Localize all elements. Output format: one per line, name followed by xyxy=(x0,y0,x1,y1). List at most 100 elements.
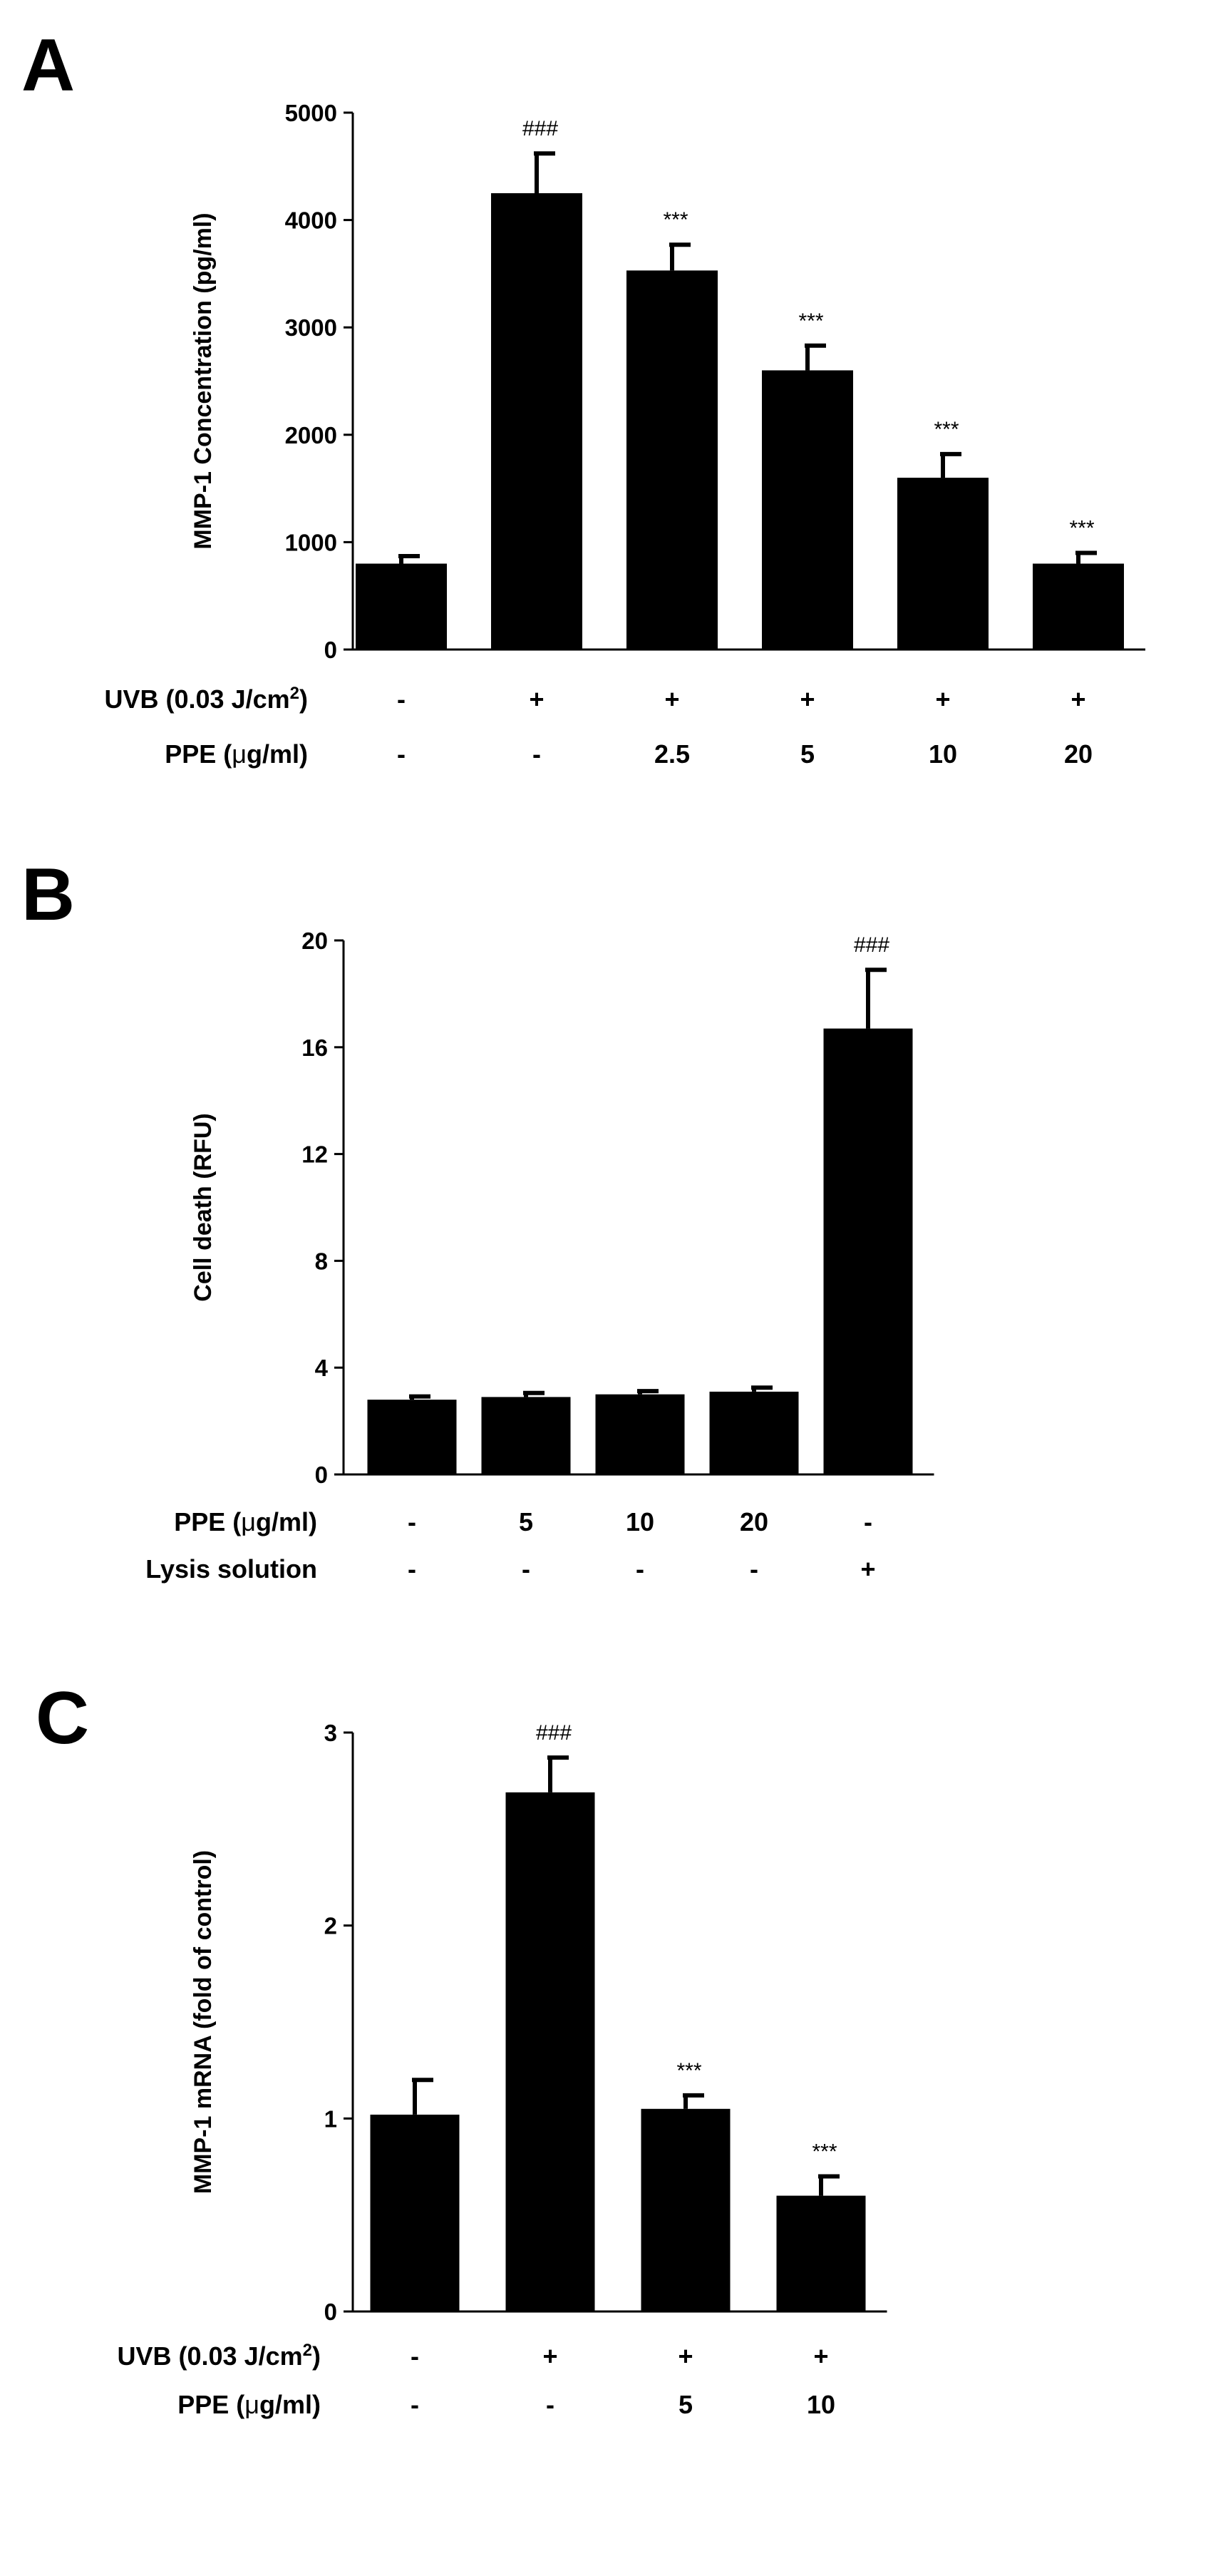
panel-letter: B xyxy=(21,853,75,936)
bar xyxy=(641,2108,731,2311)
condition-value: - xyxy=(411,2390,419,2419)
row-label-text: UVB (0.03 J/cm xyxy=(105,684,290,714)
y-tick-label: 16 xyxy=(301,1035,328,1061)
row-label-end: ) xyxy=(299,684,308,714)
significance-label: ### xyxy=(522,117,558,140)
y-axis-label: MMP-1 Concentration (pg/ml) xyxy=(190,212,217,549)
significance-label: *** xyxy=(663,208,688,232)
y-tick-label: 0 xyxy=(324,637,337,663)
row-label-text: UVB (0.03 J/cm xyxy=(118,2341,303,2371)
row-label-end: g/ml) xyxy=(247,739,308,769)
condition-value: 20 xyxy=(1064,739,1093,769)
condition-value: 10 xyxy=(626,1507,654,1536)
y-tick-label: 3000 xyxy=(285,314,337,341)
condition-value: 5 xyxy=(800,739,815,769)
condition-value: 20 xyxy=(740,1507,768,1536)
condition-value: - xyxy=(408,1554,416,1584)
bar xyxy=(709,1391,799,1474)
condition-value: 10 xyxy=(929,739,957,769)
mu-symbol: μ xyxy=(232,739,247,769)
condition-value: + xyxy=(529,684,544,714)
chart-panel-c: C MMP-1 mRNA (fold of control) 0 1 2 3 ### *** *… xyxy=(36,1677,887,2419)
condition-value: - xyxy=(408,1507,416,1536)
condition-value: - xyxy=(546,2390,554,2419)
y-tick-label: 0 xyxy=(324,2299,337,2325)
y-tick-label: 2000 xyxy=(285,422,337,448)
significance-label: *** xyxy=(934,418,959,441)
condition-value: 5 xyxy=(519,1507,533,1536)
condition-row-label: UVB (0.03 J/cm2) xyxy=(105,684,308,714)
condition-value: + xyxy=(542,2341,557,2371)
row-label-text: PPE ( xyxy=(165,739,232,769)
condition-value: + xyxy=(678,2341,693,2371)
mu-symbol: μ xyxy=(244,2390,259,2419)
condition-value: - xyxy=(750,1554,758,1584)
bar xyxy=(370,2114,460,2311)
condition-value: 2.5 xyxy=(654,739,690,769)
panel-letter: C xyxy=(36,1677,89,1760)
condition-row-label: PPE (μg/ml) xyxy=(165,739,308,769)
condition-value: - xyxy=(411,2341,419,2371)
chart-panel-b: B Cell death (RFU) 0 4 8 12 16 20 ### PPE (μg/ml)… xyxy=(21,853,934,1584)
bar xyxy=(897,478,989,650)
bar xyxy=(1033,563,1124,650)
condition-value: + xyxy=(935,684,950,714)
condition-value: - xyxy=(397,739,406,769)
row-label-text: PPE ( xyxy=(177,2390,244,2419)
condition-row-label: UVB (0.03 J/cm2) xyxy=(118,2341,321,2371)
condition-value: - xyxy=(522,1554,530,1584)
significance-label: *** xyxy=(676,2059,701,2083)
y-tick-label: 3 xyxy=(324,1720,337,1746)
bar xyxy=(505,1792,595,2311)
condition-value: - xyxy=(864,1507,872,1536)
condition-value: + xyxy=(813,2341,828,2371)
bar xyxy=(823,1028,913,1474)
y-tick-label: 4 xyxy=(315,1355,329,1381)
bar xyxy=(776,2195,866,2311)
significance-label: ### xyxy=(536,1721,572,1745)
mu-symbol: μ xyxy=(241,1507,256,1536)
significance-label: ### xyxy=(854,933,889,957)
significance-label: *** xyxy=(812,2140,837,2164)
superscript: 2 xyxy=(290,684,299,703)
bar xyxy=(367,1400,457,1474)
bar xyxy=(481,1397,571,1474)
significance-label: *** xyxy=(798,309,823,333)
y-tick-label: 4000 xyxy=(285,207,337,234)
condition-value: - xyxy=(532,739,541,769)
row-label-text: PPE ( xyxy=(174,1507,241,1536)
y-tick-label: 12 xyxy=(301,1141,328,1168)
y-axis-label: MMP-1 mRNA (fold of control) xyxy=(190,1850,217,2194)
bar xyxy=(626,270,718,650)
row-label-end: g/ml) xyxy=(256,1507,317,1536)
y-tick-label: 1 xyxy=(324,2105,337,2132)
y-tick-label: 20 xyxy=(301,928,328,954)
condition-row-label: Lysis solution xyxy=(145,1554,317,1584)
significance-label: *** xyxy=(1069,516,1094,540)
condition-row-label: PPE (μg/ml) xyxy=(177,2390,321,2419)
row-label-end: ) xyxy=(312,2341,321,2371)
y-tick-label: 8 xyxy=(315,1248,328,1274)
bar xyxy=(356,563,447,650)
row-label-end: g/ml) xyxy=(259,2390,321,2419)
panel-letter: A xyxy=(21,24,75,107)
condition-value: - xyxy=(397,684,406,714)
y-axis-label: Cell death (RFU) xyxy=(190,1113,217,1301)
condition-value: 5 xyxy=(679,2390,693,2419)
condition-value: 10 xyxy=(807,2390,835,2419)
condition-value: + xyxy=(860,1554,875,1584)
y-tick-label: 5000 xyxy=(285,100,337,126)
bar xyxy=(491,193,582,650)
condition-value: + xyxy=(1070,684,1085,714)
bar xyxy=(595,1394,685,1474)
y-tick-label: 1000 xyxy=(285,529,337,555)
condition-row-label: PPE (μg/ml) xyxy=(174,1507,317,1536)
y-tick-label: 2 xyxy=(324,1913,337,1939)
bar xyxy=(762,370,853,650)
chart-panel-a: A MMP-1 Concentration (pg/ml) 0 1000 2000 300… xyxy=(21,24,1145,769)
row-label-text: Lysis solution xyxy=(145,1554,317,1584)
condition-value: - xyxy=(636,1554,644,1584)
condition-value: + xyxy=(800,684,815,714)
condition-value: + xyxy=(664,684,679,714)
